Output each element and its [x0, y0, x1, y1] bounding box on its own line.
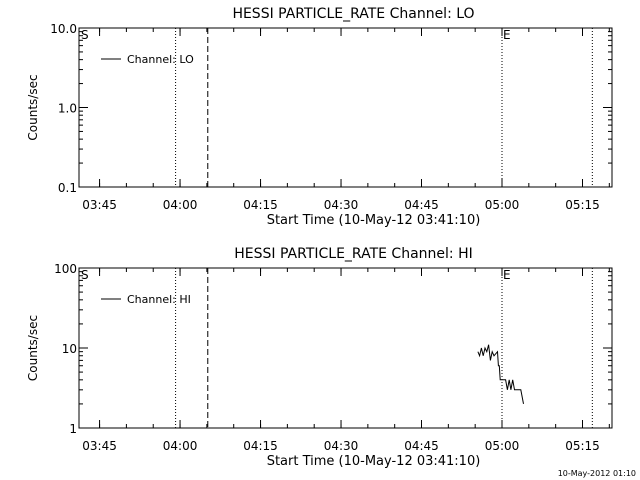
x-tick-label: 04:00 [163, 439, 198, 453]
y-axis-label: Counts/sec [26, 74, 40, 140]
y-tick-label: 10 [62, 342, 77, 356]
x-tick-label: 04:45 [404, 198, 439, 212]
hi-channel-panel: HESSI PARTICLE_RATE Channel: HI Counts/se… [26, 246, 613, 469]
y-tick-label: 0.1 [58, 181, 77, 195]
x-tick-label: 05:00 [485, 198, 520, 212]
x-tick-label: 04:15 [243, 439, 278, 453]
x-tick-label: 04:45 [404, 439, 439, 453]
chart-title: HESSI PARTICLE_RATE Channel: HI [234, 246, 472, 262]
x-tick-label: 05:15 [565, 198, 600, 212]
y-tick-label: 1.0 [58, 102, 77, 116]
marker-label: S [81, 28, 89, 42]
x-tick-label: 04:30 [324, 198, 359, 212]
x-tick-label: 05:00 [485, 439, 520, 453]
x-tick-label: 03:45 [82, 198, 117, 212]
y-tick-label: 100 [54, 262, 77, 276]
x-tick-label: 04:00 [163, 198, 198, 212]
x-axis-label: Start Time (10-May-12 03:41:10) [267, 213, 481, 228]
x-tick-label: 04:15 [243, 198, 278, 212]
plot-frame [78, 267, 613, 429]
plot-frame [78, 27, 613, 188]
x-tick-label: 05:15 [565, 439, 600, 453]
x-tick-label: 03:45 [82, 439, 117, 453]
x-tick-label: 04:30 [324, 439, 359, 453]
y-axis-label: Counts/sec [26, 315, 40, 381]
y-tick-label: 1 [69, 422, 77, 436]
legend-entry: Channel: HI [127, 293, 191, 306]
footer-timestamp: 10-May-2012 01:10 [558, 469, 636, 478]
marker-label: E [503, 28, 511, 42]
series-line [477, 344, 524, 404]
x-axis-label: Start Time (10-May-12 03:41:10) [267, 454, 481, 469]
marker-label: S [81, 268, 89, 282]
lo-channel-panel: HESSI PARTICLE_RATE Channel: LO Counts/se… [26, 6, 613, 228]
y-tick-label: 10.0 [50, 22, 77, 36]
marker-label: E [503, 268, 511, 282]
legend-entry: Channel: LO [127, 53, 194, 66]
chart-title: HESSI PARTICLE_RATE Channel: LO [232, 6, 474, 22]
